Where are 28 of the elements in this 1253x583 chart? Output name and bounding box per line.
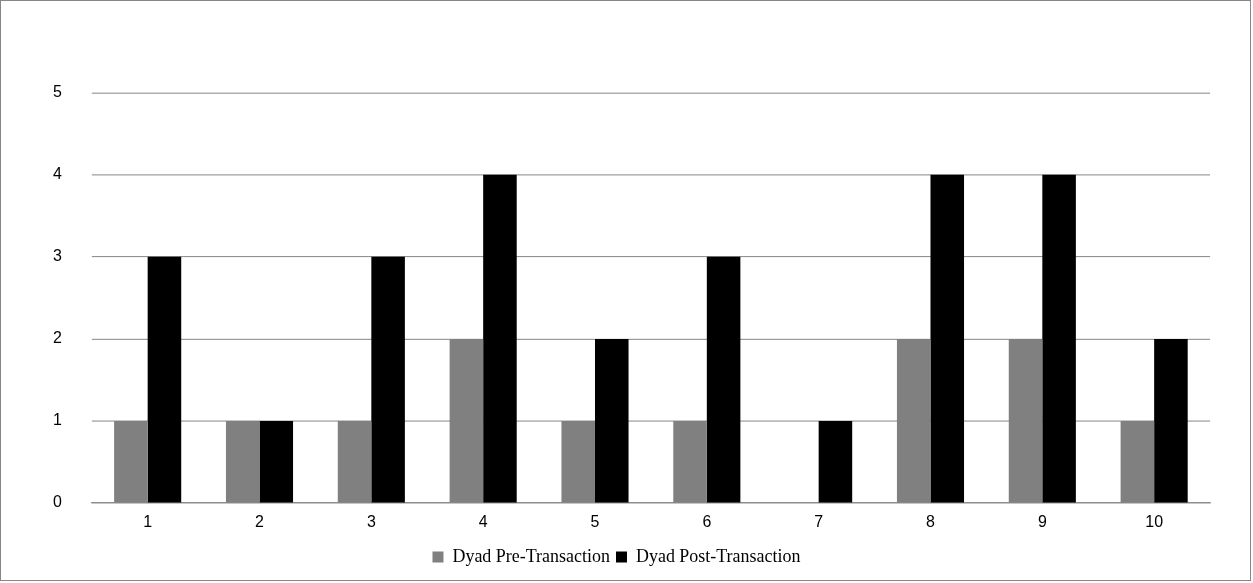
y-tick-label: 2 [52, 329, 62, 347]
x-tick-label: 6 [702, 513, 712, 530]
y-tick-label: 4 [52, 165, 62, 183]
bar [818, 420, 853, 503]
x-tick-label: 9 [1037, 513, 1047, 530]
x-tick-label: 2 [255, 513, 265, 530]
x-tick-label: 7 [814, 513, 824, 530]
bar [147, 256, 182, 503]
x-tick-label: 1 [143, 513, 153, 530]
y-tick-label: 0 [52, 493, 62, 511]
legend-label: Dyad Pre-Transaction [452, 545, 610, 566]
x-tick-label: 3 [366, 513, 376, 530]
y-tick-label: 1 [52, 411, 62, 429]
bar [483, 174, 517, 503]
bar [371, 256, 405, 503]
bar [706, 256, 741, 503]
bar [594, 338, 629, 503]
legend-label: Dyad Post-Transaction [635, 545, 801, 566]
bar [930, 174, 965, 503]
x-tick-label: 8 [926, 513, 936, 530]
bar [1154, 338, 1188, 503]
x-tick-label: 10 [1145, 513, 1164, 530]
y-tick-label: 3 [52, 247, 62, 265]
x-tick-label: 5 [590, 513, 600, 530]
bar [1042, 174, 1076, 503]
x-tick-label: 4 [478, 513, 488, 530]
y-tick-label: 5 [52, 83, 62, 101]
bar [259, 420, 294, 503]
